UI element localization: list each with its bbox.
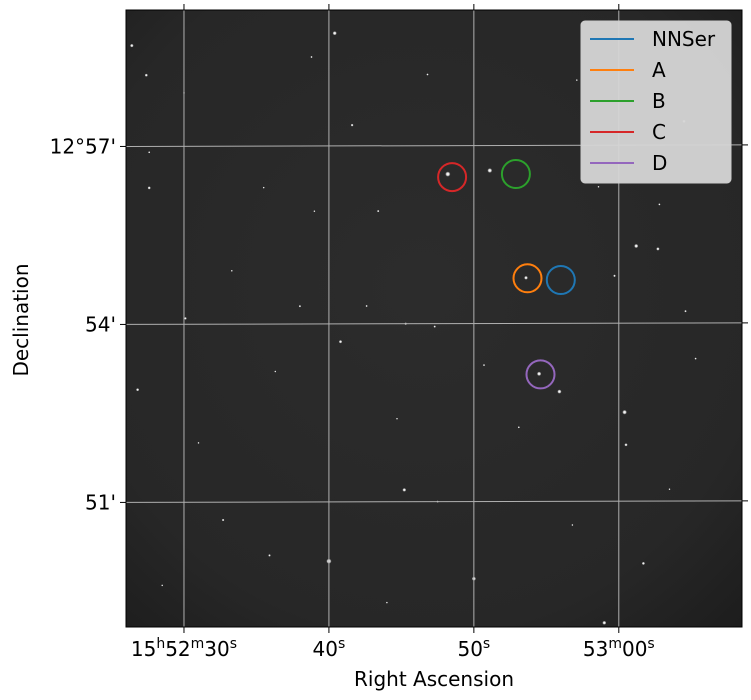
star — [136, 388, 140, 392]
marker-nnser — [545, 265, 576, 295]
star — [262, 186, 265, 189]
star — [396, 417, 398, 420]
star — [602, 620, 607, 625]
y-tick-label: 12°57' — [50, 134, 116, 158]
star — [184, 317, 187, 320]
x-tick-label: 50s — [457, 636, 490, 661]
star — [597, 185, 600, 188]
legend-label-d: D — [652, 151, 667, 175]
star — [536, 371, 542, 376]
star — [668, 488, 671, 491]
star — [161, 584, 164, 587]
star — [524, 275, 528, 280]
legend-label-a: A — [652, 58, 666, 82]
x-tick-label: 53m00s — [583, 636, 655, 661]
star — [557, 389, 562, 394]
star — [487, 168, 493, 173]
star — [274, 370, 277, 373]
marker-d — [525, 359, 556, 390]
star — [571, 524, 574, 526]
star — [298, 305, 302, 308]
star — [338, 340, 343, 344]
star — [268, 554, 271, 557]
target-markers — [437, 159, 576, 390]
star — [148, 151, 151, 154]
marker-c — [437, 162, 468, 193]
y-tick-label: 51' — [85, 490, 116, 514]
star — [144, 73, 148, 77]
grid-line-dec — [126, 500, 742, 503]
stars-layer — [130, 31, 697, 640]
y-tick-label: 54' — [85, 312, 116, 336]
star — [282, 637, 285, 640]
star — [624, 443, 628, 447]
star — [694, 357, 697, 360]
star — [684, 310, 687, 313]
star — [402, 488, 407, 492]
star — [622, 409, 627, 415]
legend-label-nnser: NNSer — [652, 27, 716, 51]
plot-frame — [125, 9, 743, 628]
star — [197, 441, 200, 444]
star — [634, 243, 639, 249]
star — [641, 561, 646, 566]
star — [426, 73, 429, 76]
marker-b — [500, 159, 531, 189]
star — [517, 426, 520, 429]
star — [313, 210, 316, 213]
legend-label-b: B — [652, 89, 666, 113]
x-tick-label: 40s — [313, 636, 346, 661]
star — [365, 304, 368, 308]
ticks-layer: 15h52m30s 40s 50s 53m00s 12°57' 54' 51' — [50, 4, 748, 661]
grid-line-dec — [126, 322, 742, 325]
star — [332, 31, 337, 36]
star — [656, 247, 660, 251]
star — [385, 601, 388, 604]
star — [147, 186, 151, 190]
x-tick-label: 15h52m30s — [131, 636, 237, 661]
legend-label-c: C — [652, 120, 666, 144]
star — [130, 43, 134, 48]
star — [482, 364, 486, 367]
star — [221, 518, 225, 522]
star — [658, 203, 661, 206]
star — [433, 325, 436, 328]
star — [377, 209, 380, 213]
marker-a — [512, 263, 543, 294]
legend-box — [580, 20, 732, 184]
star — [310, 55, 313, 59]
star — [575, 79, 578, 82]
y-axis-label: Declination — [9, 263, 33, 376]
star — [445, 171, 451, 177]
star — [230, 269, 233, 272]
star — [350, 123, 354, 127]
x-axis-label: Right Ascension — [354, 667, 514, 691]
star — [613, 274, 616, 278]
